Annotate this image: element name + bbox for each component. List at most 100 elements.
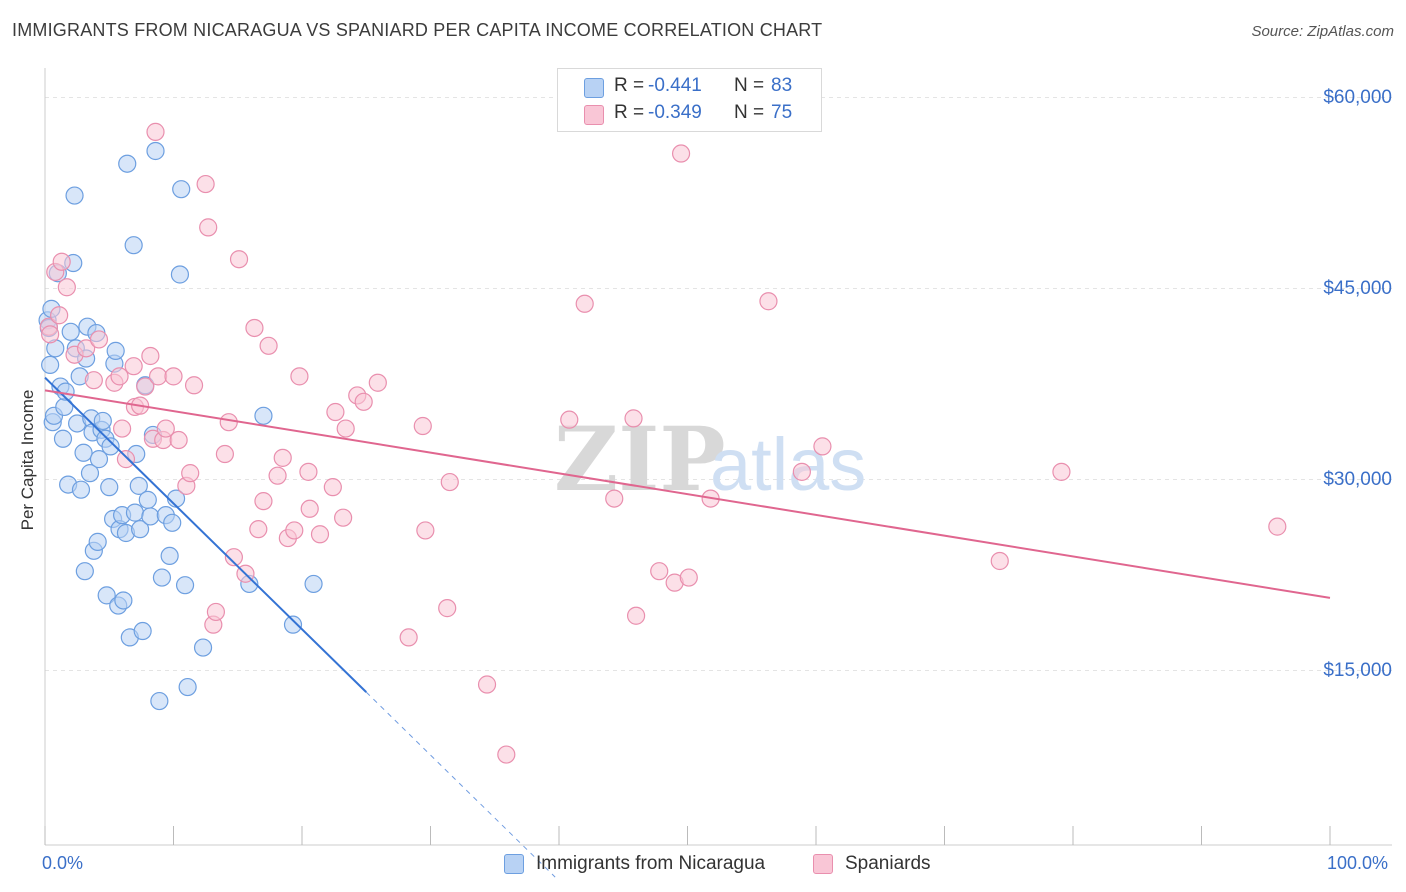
- point-nicaragua: [75, 562, 94, 581]
- r-value-spaniards: -0.349: [648, 102, 702, 123]
- point-spaniards: [626, 606, 646, 625]
- point-spaniards: [575, 294, 594, 313]
- point-spaniards: [368, 373, 387, 392]
- point-spaniards: [438, 599, 457, 618]
- point-nicaragua: [101, 437, 120, 456]
- point-spaniards: [229, 250, 249, 269]
- point-spaniards: [57, 278, 76, 297]
- point-spaniards: [184, 376, 204, 395]
- point-nicaragua: [163, 513, 182, 532]
- point-nicaragua: [152, 568, 172, 587]
- point-spaniards: [310, 525, 330, 544]
- point-nicaragua: [97, 586, 116, 605]
- point-spaniards: [477, 675, 497, 694]
- point-spaniards: [215, 444, 234, 464]
- n-value-spaniards: 75: [771, 102, 793, 123]
- point-spaniards: [624, 409, 643, 428]
- point-spaniards: [148, 367, 168, 386]
- point-spaniards: [413, 416, 432, 436]
- point-spaniards: [199, 218, 218, 237]
- point-nicaragua: [74, 443, 93, 462]
- point-spaniards: [224, 548, 243, 567]
- y-tick-label-15000: $15,000: [1323, 660, 1392, 681]
- legend-swatch-spaniards: [813, 854, 833, 874]
- point-spaniards: [206, 602, 226, 622]
- point-spaniards: [290, 367, 309, 386]
- point-spaniards: [759, 292, 778, 311]
- point-spaniards: [52, 252, 71, 271]
- y-tick-label-45000: $45,000: [1323, 278, 1392, 299]
- y-tick-label-30000: $30,000: [1323, 469, 1392, 490]
- point-spaniards: [560, 410, 579, 429]
- point-spaniards: [1052, 462, 1071, 481]
- trendline-nicaragua-extension: [365, 691, 556, 878]
- point-spaniards: [169, 430, 188, 450]
- point-spaniards: [1268, 517, 1287, 536]
- point-nicaragua: [254, 406, 273, 425]
- point-nicaragua: [138, 490, 157, 509]
- x-tick-label-max: 100.0%: [1327, 853, 1389, 873]
- point-spaniards: [336, 419, 355, 438]
- point-spaniards: [268, 466, 287, 485]
- y-tick-label-60000: $60,000: [1323, 87, 1392, 108]
- point-spaniards: [792, 462, 811, 481]
- point-spaniards: [141, 346, 160, 366]
- point-nicaragua: [88, 532, 107, 551]
- point-nicaragua: [41, 355, 60, 374]
- legend-swatch-nicaragua: [584, 78, 604, 98]
- point-spaniards: [323, 478, 342, 497]
- point-spaniards: [245, 318, 264, 338]
- n-label: N =: [734, 102, 765, 123]
- point-spaniards: [990, 551, 1009, 571]
- point-spaniards: [181, 464, 200, 483]
- point-spaniards: [259, 336, 278, 355]
- point-nicaragua: [124, 236, 143, 255]
- point-spaniards: [219, 413, 238, 432]
- point-nicaragua: [93, 411, 112, 431]
- point-spaniards: [354, 392, 373, 411]
- legend-label-nicaragua: Immigrants from Nicaragua: [536, 853, 766, 874]
- point-spaniards: [136, 377, 155, 396]
- point-nicaragua: [133, 621, 152, 641]
- legend-swatch-nicaragua: [504, 854, 524, 874]
- point-spaniards: [146, 122, 165, 141]
- point-nicaragua: [118, 154, 137, 173]
- point-nicaragua: [150, 691, 169, 711]
- point-spaniards: [164, 367, 183, 386]
- point-spaniards: [285, 521, 304, 540]
- point-nicaragua: [160, 546, 179, 566]
- point-spaniards: [299, 462, 318, 481]
- n-value-nicaragua: 83: [771, 75, 793, 96]
- point-nicaragua: [178, 677, 197, 697]
- point-nicaragua: [130, 520, 150, 539]
- point-nicaragua: [53, 429, 73, 448]
- point-spaniards: [813, 437, 832, 456]
- point-spaniards: [110, 367, 129, 386]
- point-spaniards: [77, 339, 96, 358]
- point-nicaragua: [193, 638, 213, 657]
- trendline-nicaragua: [44, 376, 367, 693]
- point-spaniards: [116, 450, 136, 469]
- point-spaniards: [41, 325, 60, 344]
- legend-label-spaniards: Spaniards: [845, 853, 931, 874]
- point-spaniards: [196, 174, 215, 194]
- watermark-atlas: atlas: [710, 423, 866, 506]
- point-spaniards: [84, 371, 103, 390]
- point-spaniards: [605, 489, 624, 508]
- point-nicaragua: [80, 464, 100, 483]
- point-nicaragua: [170, 265, 190, 284]
- point-spaniards: [334, 508, 353, 527]
- point-spaniards: [399, 628, 418, 647]
- point-spaniards: [671, 144, 691, 163]
- point-spaniards: [50, 306, 69, 325]
- point-spaniards: [273, 448, 292, 467]
- point-nicaragua: [71, 480, 91, 499]
- trendline-spaniards: [44, 389, 1331, 599]
- point-spaniards: [650, 562, 669, 581]
- x-tick-label-min: 0.0%: [42, 853, 84, 873]
- point-nicaragua: [61, 322, 80, 341]
- point-nicaragua: [125, 503, 145, 522]
- n-label: N =: [734, 75, 765, 96]
- series-legend: Immigrants from Nicaragua Spaniards: [0, 851, 1406, 879]
